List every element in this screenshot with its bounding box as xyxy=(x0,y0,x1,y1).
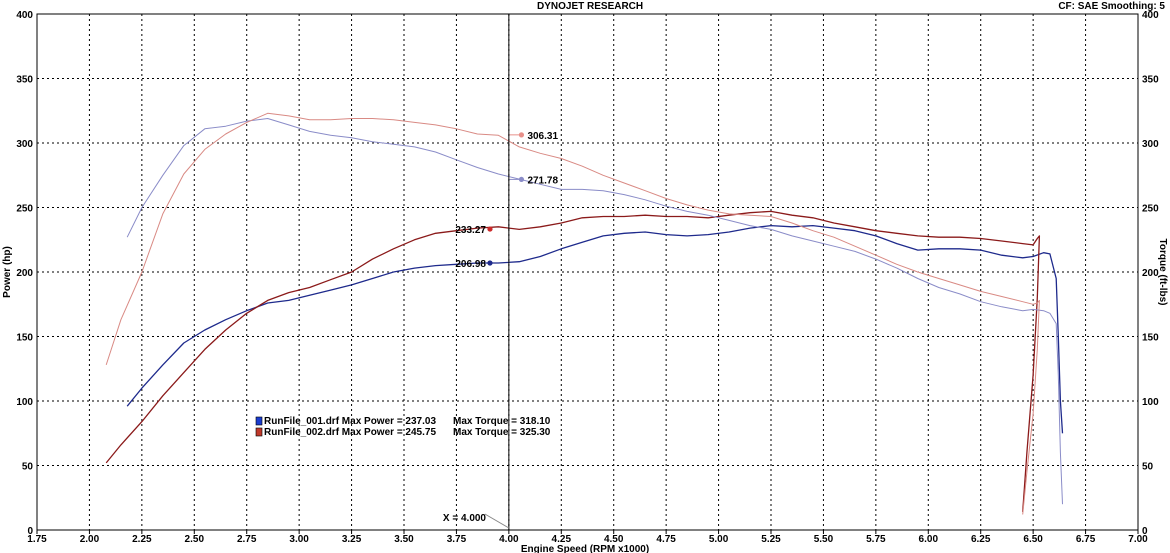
x-tick-label: 3.25 xyxy=(342,534,362,545)
y-axis-label-left: Power (hp) xyxy=(2,246,13,298)
x-tick-label: 4.00 xyxy=(499,534,519,545)
value-marker xyxy=(487,226,493,232)
x-tick-label: 3.00 xyxy=(289,534,309,545)
chart-settings: CF: SAE Smoothing: 5 xyxy=(1058,1,1165,12)
plot-frame xyxy=(36,13,1139,531)
legend-entry-text: RunFile_001.drf Max Power = 237.03 xyxy=(264,416,436,427)
cursor-leader xyxy=(484,513,510,529)
y-tick-label-left: 250 xyxy=(16,204,33,215)
y-tick-label-left: 350 xyxy=(16,75,33,86)
x-tick-label: 4.75 xyxy=(656,534,676,545)
x-tick-label: 1.75 xyxy=(27,534,47,545)
value-marker xyxy=(518,132,525,138)
y-tick-label-right: 350 xyxy=(1142,75,1159,86)
chart-grid xyxy=(37,14,1138,530)
series-line-power-runfile-001-drf xyxy=(126,224,1064,434)
legend-entry-torque: Max Torque = 325.30 xyxy=(453,427,551,438)
series-line-torque-runfile-001-drf xyxy=(126,118,1063,505)
x-tick-label: 5.25 xyxy=(761,534,781,545)
y-tick-label-left: 200 xyxy=(16,268,33,279)
legend-entry-text: RunFile_002.drf Max Power = 245.75 xyxy=(264,427,436,438)
y-tick-label-left: 50 xyxy=(22,462,34,473)
chart-markers: 206.98 233.27 271.78 306.31 xyxy=(455,131,558,270)
x-tick-label: 2.25 xyxy=(132,534,152,545)
value-label: 233.27 xyxy=(455,225,486,236)
series-line-torque-runfile-002-drf xyxy=(105,112,1040,515)
value-label: 306.31 xyxy=(527,131,558,142)
y-tick-label-right: 0 xyxy=(1142,526,1148,537)
y-tick-label-right: 150 xyxy=(1142,333,1159,344)
x-axis-label: Engine Speed (RPM x1000) xyxy=(521,544,649,553)
legend-swatch xyxy=(255,416,263,426)
cursor-label: X = 4.000 xyxy=(443,513,487,524)
x-tick-label: 6.50 xyxy=(1023,534,1043,545)
y-tick-label-right: 300 xyxy=(1142,139,1159,150)
x-tick-label: 6.25 xyxy=(971,534,991,545)
series-line-power-runfile-002-drf xyxy=(105,210,1041,512)
chart-title: DYNOJET RESEARCH xyxy=(537,1,644,12)
legend-swatch xyxy=(255,427,263,437)
x-tick-label: 4.50 xyxy=(604,534,624,545)
x-tick-label: 2.50 xyxy=(185,534,205,545)
y-tick-label-left: 400 xyxy=(16,10,33,21)
y-tick-label-left: 100 xyxy=(16,397,33,408)
x-tick-label: 5.75 xyxy=(866,534,886,545)
value-marker xyxy=(487,260,493,266)
y-axis-label-right: Torque (ft-lbs) xyxy=(1157,238,1168,305)
x-tick-label: 7.00 xyxy=(1128,534,1148,545)
y-tick-label-left: 300 xyxy=(16,139,33,150)
y-tick-label-right: 100 xyxy=(1142,397,1159,408)
y-tick-label-right: 50 xyxy=(1142,462,1154,473)
y-tick-label-right: 250 xyxy=(1142,204,1159,215)
y-tick-label-left: 150 xyxy=(16,333,33,344)
value-label: 206.98 xyxy=(455,259,486,270)
x-tick-label: 5.50 xyxy=(814,534,834,545)
x-tick-label: 3.50 xyxy=(394,534,414,545)
legend-entry-torque: Max Torque = 318.10 xyxy=(453,416,551,427)
value-marker xyxy=(518,176,525,183)
x-tick-label: 3.75 xyxy=(447,534,467,545)
value-label: 271.78 xyxy=(527,175,558,186)
chart-series xyxy=(105,112,1064,515)
chart-legend: RunFile_001.drf Max Power = 237.03 Max To… xyxy=(255,416,551,438)
x-tick-label: 5.00 xyxy=(709,534,729,545)
chart-axes: 1.75 2.00 2.25 2.50 2.75 3.00 3.25 3.50 3.75 4.00… xyxy=(16,10,1159,545)
y-tick-label-left: 0 xyxy=(27,526,33,537)
x-tick-label: 2.75 xyxy=(237,534,257,545)
x-tick-label: 2.00 xyxy=(80,534,100,545)
y-tick-label-right: 200 xyxy=(1142,268,1159,279)
x-tick-label: 6.00 xyxy=(919,534,939,545)
y-tick-label-right: 400 xyxy=(1142,10,1159,21)
x-tick-label: 4.25 xyxy=(552,534,572,545)
x-tick-label: 6.75 xyxy=(1076,534,1096,545)
cursor-line-group: X = 4.000 xyxy=(443,14,510,530)
